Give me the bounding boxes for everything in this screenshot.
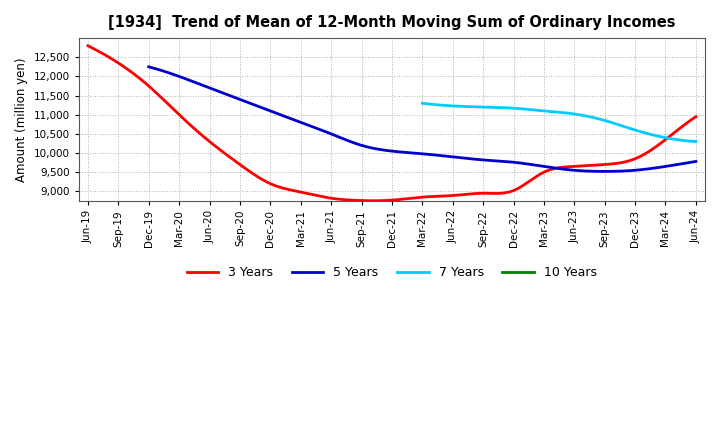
5 Years: [468, 156, 477, 161]
5 Years: [470, 157, 479, 162]
3 Years: [636, 154, 645, 159]
7 Years: [419, 101, 428, 106]
5 Years: [600, 169, 608, 174]
3 Years: [448, 193, 456, 198]
Y-axis label: Amount (million yen): Amount (million yen): [15, 57, 28, 182]
7 Years: [649, 132, 657, 138]
3 Years: [86, 44, 94, 49]
7 Years: [580, 113, 588, 118]
Line: 7 Years: 7 Years: [423, 103, 696, 142]
Legend: 3 Years, 5 Years, 7 Years, 10 Years: 3 Years, 5 Years, 7 Years, 10 Years: [182, 261, 602, 284]
3 Years: [458, 192, 467, 198]
7 Years: [418, 101, 427, 106]
3 Years: [446, 193, 454, 198]
7 Years: [585, 114, 594, 119]
5 Years: [146, 65, 155, 70]
3 Years: [84, 43, 92, 48]
3 Years: [598, 162, 607, 167]
5 Years: [608, 169, 616, 174]
5 Years: [145, 64, 153, 70]
Line: 3 Years: 3 Years: [88, 46, 696, 201]
Line: 5 Years: 5 Years: [149, 67, 696, 172]
3 Years: [370, 198, 379, 203]
5 Years: [642, 166, 651, 172]
5 Years: [692, 159, 701, 164]
5 Years: [480, 158, 488, 163]
7 Years: [581, 113, 590, 118]
7 Years: [692, 139, 701, 144]
7 Years: [666, 136, 675, 141]
Title: [1934]  Trend of Mean of 12-Month Moving Sum of Ordinary Incomes: [1934] Trend of Mean of 12-Month Moving …: [108, 15, 675, 30]
3 Years: [692, 114, 701, 119]
